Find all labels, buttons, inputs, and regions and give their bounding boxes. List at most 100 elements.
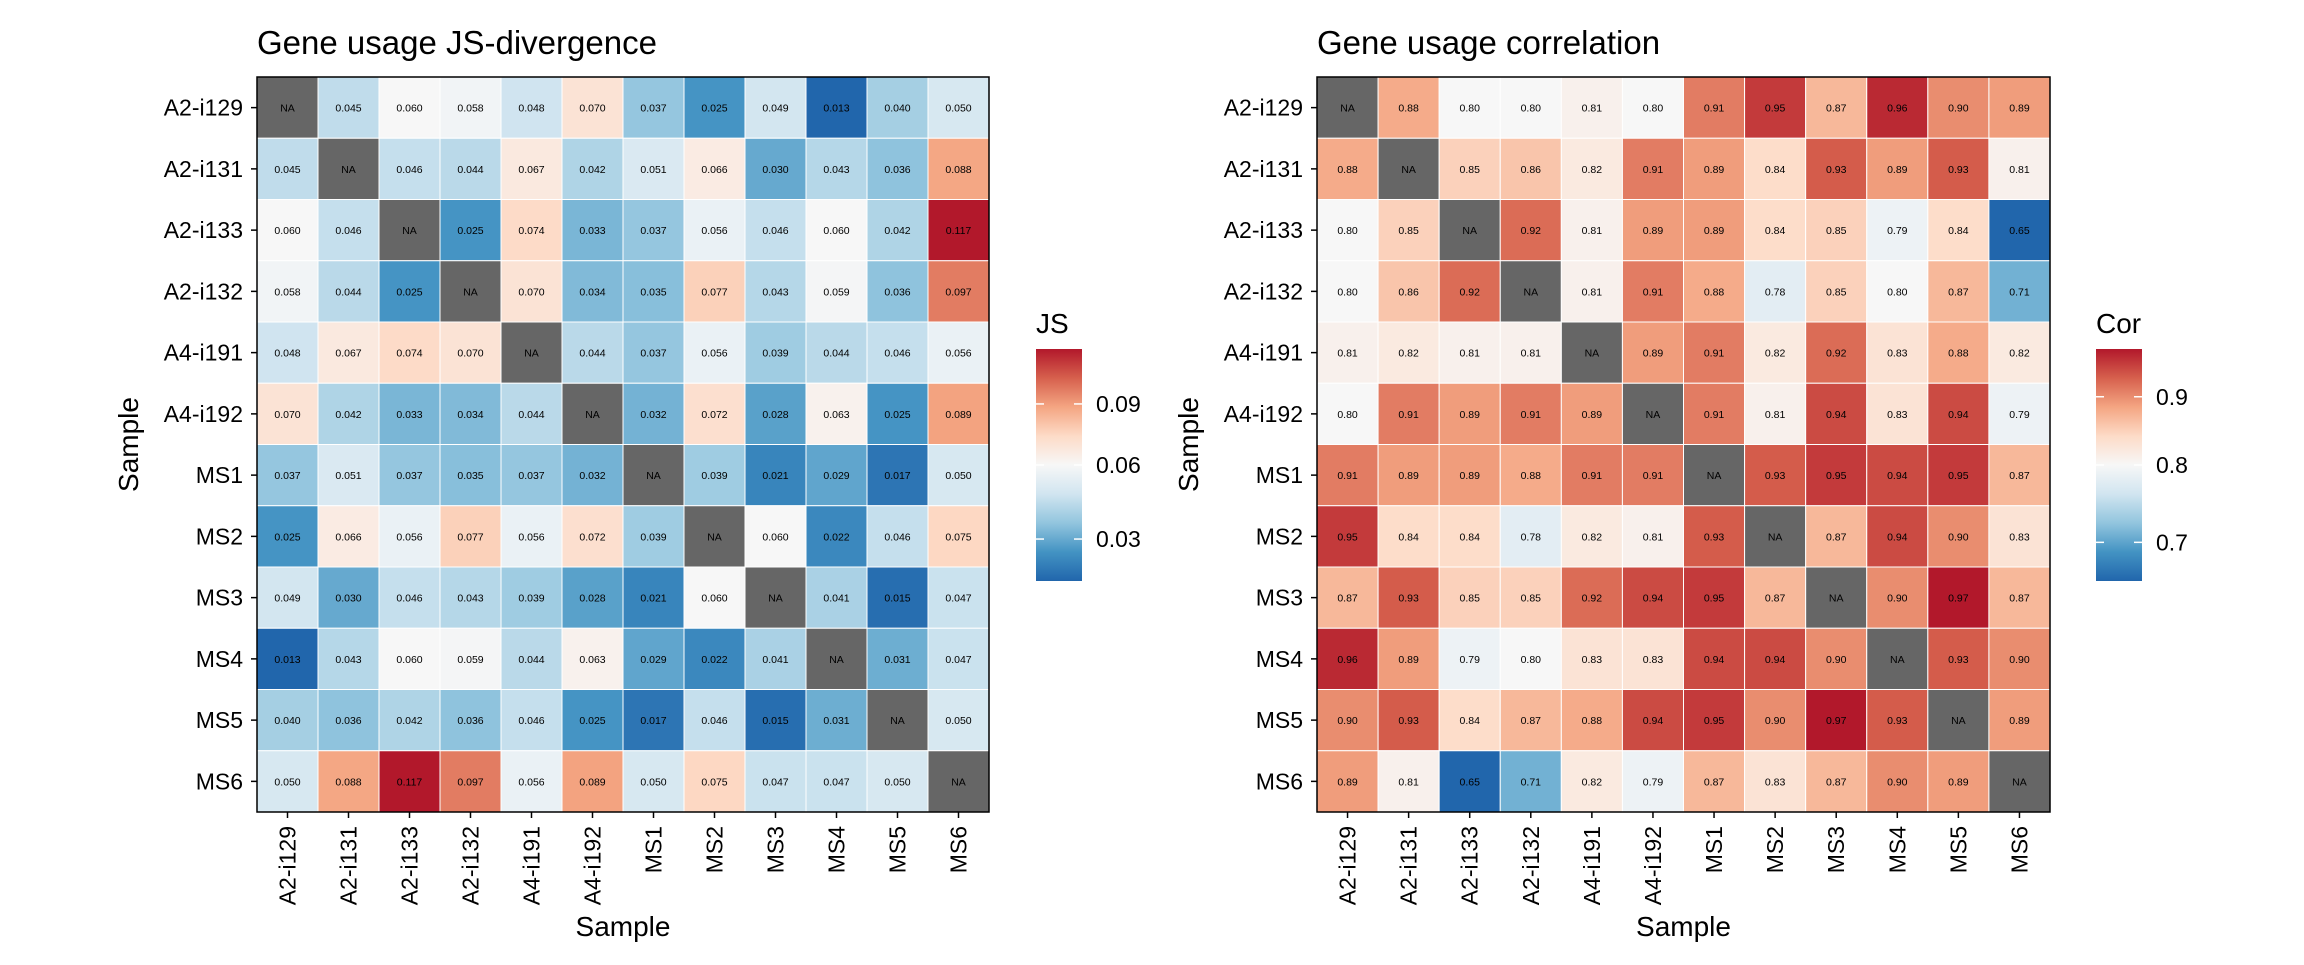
y-tick-label: A4-i192: [1224, 401, 1303, 427]
legend-tick-label: 0.9: [2156, 384, 2188, 410]
cell-label: NA: [951, 776, 966, 788]
cell-label: 0.92: [1521, 225, 1542, 237]
y-tick-label: A2-i132: [1224, 278, 1303, 304]
cell-label: 0.046: [396, 593, 422, 605]
heatmap-panel-1: Gene usage JS-divergenceNA 0.045 0.060 0.05…: [113, 24, 1141, 942]
cell-label: 0.066: [701, 164, 727, 176]
cell-label: 0.94: [1643, 715, 1664, 727]
cell-label: 0.86: [1398, 286, 1419, 298]
x-tick-label: MS3: [763, 826, 789, 873]
cell-label: 0.81: [1582, 103, 1603, 115]
cell-label: 0.84: [1765, 164, 1786, 176]
cell-label: 0.92: [1582, 593, 1603, 605]
cell-label: 0.037: [396, 470, 422, 482]
cell-label: 0.80: [1521, 103, 1542, 115]
cell-label: 0.79: [2009, 409, 2030, 421]
cell-label: 0.044: [518, 409, 544, 421]
cell-label: 0.94: [1887, 470, 1908, 482]
legend-tick-label: 0.8: [2156, 452, 2188, 478]
cell-label: 0.93: [1826, 164, 1847, 176]
cell-label: 0.056: [701, 225, 727, 237]
x-tick-label: A2-i129: [1335, 826, 1361, 905]
cell-label: NA: [463, 286, 478, 298]
cell-label: 0.050: [945, 103, 971, 115]
cell-label: 0.80: [1459, 103, 1480, 115]
cell-label: 0.070: [274, 409, 300, 421]
legend: Cor 0.9 0.8 0.7: [2096, 308, 2188, 581]
cell-label: 0.015: [762, 715, 788, 727]
x-tick-label: MS1: [641, 826, 667, 873]
cell-label: 0.94: [1826, 409, 1847, 421]
cell-label: 0.89: [1459, 409, 1480, 421]
y-tick-label: MS1: [196, 462, 243, 488]
y-tick-label: A2-i133: [1224, 217, 1303, 243]
cell-label: 0.070: [518, 286, 544, 298]
cell-label: 0.87: [1337, 593, 1358, 605]
cell-label: 0.94: [1887, 531, 1908, 543]
cell-label: 0.83: [2009, 531, 2030, 543]
cell-label: 0.050: [640, 776, 666, 788]
cell-label: 0.046: [884, 348, 910, 360]
cell-label: 0.91: [1643, 470, 1664, 482]
cell-label: 0.90: [1337, 715, 1358, 727]
cell-label: NA: [1707, 470, 1722, 482]
cell-label: 0.029: [640, 654, 666, 666]
cell-label: 0.91: [1704, 103, 1725, 115]
cell-label: 0.013: [274, 654, 300, 666]
cell-label: NA: [341, 164, 356, 176]
cell-label: 0.94: [1765, 654, 1786, 666]
cell-label: 0.117: [946, 225, 972, 237]
cell-label: 0.82: [1582, 164, 1603, 176]
legend-title: Cor: [2096, 308, 2141, 339]
cell-label: 0.91: [1643, 286, 1664, 298]
cell-label: 0.045: [274, 164, 300, 176]
cell-label: 0.088: [335, 776, 361, 788]
y-tick-label: MS6: [196, 768, 243, 794]
cell-label: 0.039: [518, 593, 544, 605]
cell-label: 0.86: [1521, 164, 1542, 176]
y-tick-label: A4-i191: [164, 340, 243, 366]
cell-label: 0.075: [701, 776, 727, 788]
cell-label: NA: [1951, 715, 1966, 727]
y-tick-label: A2-i129: [164, 95, 243, 121]
cell-label: 0.92: [1459, 286, 1480, 298]
y-tick-label: MS3: [1256, 585, 1303, 611]
cell-label: 0.85: [1398, 225, 1419, 237]
cell-label: 0.060: [701, 593, 727, 605]
cell-label: 0.042: [884, 225, 910, 237]
cell-label: 0.032: [640, 409, 666, 421]
cell-label: 0.037: [274, 470, 300, 482]
cell-label: 0.95: [1765, 103, 1786, 115]
cell-label: 0.045: [335, 103, 361, 115]
cell-label: 0.031: [823, 715, 849, 727]
cell-label: 0.89: [1704, 225, 1725, 237]
cell-label: NA: [1768, 531, 1783, 543]
cell-label: 0.067: [518, 164, 544, 176]
cell-label: 0.87: [2009, 593, 2030, 605]
x-tick-label: MS4: [1884, 826, 1910, 874]
cell-label: 0.81: [1643, 531, 1664, 543]
legend-title: JS: [1036, 308, 1069, 339]
x-tick-label: MS6: [946, 826, 972, 873]
cell-label: 0.056: [701, 348, 727, 360]
cell-label: 0.80: [1643, 103, 1664, 115]
cell-label: NA: [1523, 286, 1538, 298]
cell-label: 0.042: [396, 715, 422, 727]
cell-label: 0.063: [823, 409, 849, 421]
cell-label: 0.058: [274, 286, 300, 298]
cell-label: 0.95: [1337, 531, 1358, 543]
cell-label: 0.83: [1887, 409, 1908, 421]
cell-label: 0.94: [1643, 593, 1664, 605]
cell-label: 0.89: [1643, 225, 1664, 237]
x-tick-label: A4-i191: [1579, 826, 1605, 905]
cell-label: 0.047: [823, 776, 849, 788]
cell-label: 0.81: [1398, 776, 1419, 788]
cell-label: 0.95: [1704, 715, 1725, 727]
cell-label: 0.83: [1643, 654, 1664, 666]
cell-label: 0.97: [1948, 593, 1969, 605]
cell-label: NA: [585, 409, 600, 421]
cell-label: 0.063: [579, 654, 605, 666]
y-tick-label: MS2: [1256, 523, 1303, 549]
cell-label: 0.78: [1765, 286, 1786, 298]
cell-label: 0.83: [1765, 776, 1786, 788]
